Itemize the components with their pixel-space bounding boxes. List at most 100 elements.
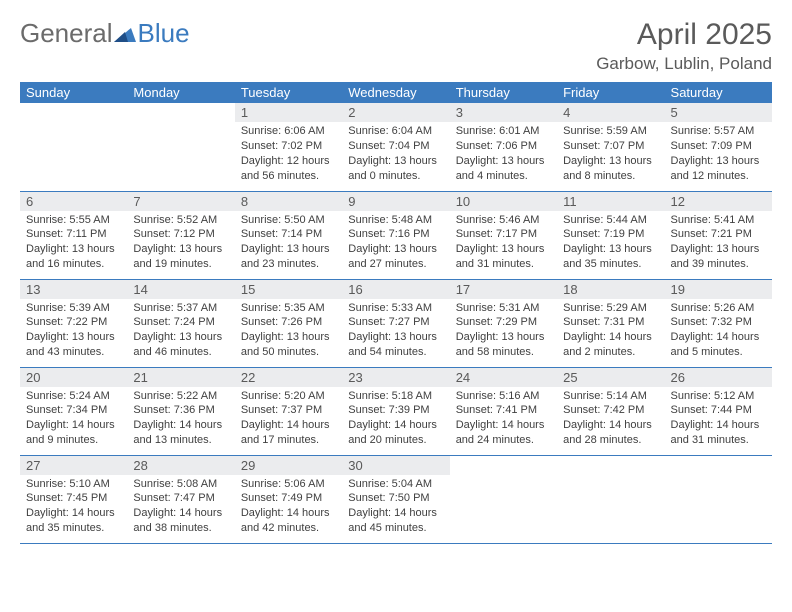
day-sunset: Sunset: 7:22 PM	[26, 315, 121, 330]
day-sunset: Sunset: 7:37 PM	[241, 403, 336, 418]
day-sunset: Sunset: 7:11 PM	[26, 227, 121, 242]
calendar-week-row: 20Sunrise: 5:24 AMSunset: 7:34 PMDayligh…	[20, 367, 772, 455]
day-sunset: Sunset: 7:45 PM	[26, 491, 121, 506]
day-details: Sunrise: 5:52 AMSunset: 7:12 PMDaylight:…	[127, 211, 234, 276]
day-daylight: Daylight: 13 hours and 46 minutes.	[133, 330, 228, 360]
day-daylight: Daylight: 14 hours and 42 minutes.	[241, 506, 336, 536]
day-details: Sunrise: 5:57 AMSunset: 7:09 PMDaylight:…	[665, 122, 772, 187]
day-details: Sunrise: 5:48 AMSunset: 7:16 PMDaylight:…	[342, 211, 449, 276]
calendar-day-cell: 24Sunrise: 5:16 AMSunset: 7:41 PMDayligh…	[450, 367, 557, 455]
day-sunrise: Sunrise: 6:06 AM	[241, 124, 336, 139]
day-sunrise: Sunrise: 5:31 AM	[456, 301, 551, 316]
day-sunset: Sunset: 7:50 PM	[348, 491, 443, 506]
day-sunset: Sunset: 7:44 PM	[671, 403, 766, 418]
day-details: Sunrise: 5:24 AMSunset: 7:34 PMDaylight:…	[20, 387, 127, 452]
day-details: Sunrise: 6:04 AMSunset: 7:04 PMDaylight:…	[342, 122, 449, 187]
calendar-day-cell: 27Sunrise: 5:10 AMSunset: 7:45 PMDayligh…	[20, 455, 127, 543]
day-details: Sunrise: 5:26 AMSunset: 7:32 PMDaylight:…	[665, 299, 772, 364]
calendar-day-cell: 15Sunrise: 5:35 AMSunset: 7:26 PMDayligh…	[235, 279, 342, 367]
day-sunset: Sunset: 7:26 PM	[241, 315, 336, 330]
day-number: 4	[557, 103, 664, 122]
day-sunset: Sunset: 7:31 PM	[563, 315, 658, 330]
day-details: Sunrise: 5:46 AMSunset: 7:17 PMDaylight:…	[450, 211, 557, 276]
calendar-day-cell	[20, 103, 127, 191]
weekday-header: Saturday	[665, 82, 772, 103]
day-details: Sunrise: 5:20 AMSunset: 7:37 PMDaylight:…	[235, 387, 342, 452]
calendar-day-cell	[665, 455, 772, 543]
day-sunset: Sunset: 7:24 PM	[133, 315, 228, 330]
day-sunrise: Sunrise: 5:14 AM	[563, 389, 658, 404]
day-sunrise: Sunrise: 5:44 AM	[563, 213, 658, 228]
day-details: Sunrise: 5:50 AMSunset: 7:14 PMDaylight:…	[235, 211, 342, 276]
day-sunset: Sunset: 7:06 PM	[456, 139, 551, 154]
calendar-day-cell: 23Sunrise: 5:18 AMSunset: 7:39 PMDayligh…	[342, 367, 449, 455]
day-sunrise: Sunrise: 5:41 AM	[671, 213, 766, 228]
day-sunrise: Sunrise: 5:48 AM	[348, 213, 443, 228]
day-daylight: Daylight: 13 hours and 4 minutes.	[456, 154, 551, 184]
day-number: 22	[235, 368, 342, 387]
day-sunset: Sunset: 7:04 PM	[348, 139, 443, 154]
day-sunrise: Sunrise: 5:18 AM	[348, 389, 443, 404]
day-number: 2	[342, 103, 449, 122]
day-sunset: Sunset: 7:02 PM	[241, 139, 336, 154]
day-number: 28	[127, 456, 234, 475]
day-sunrise: Sunrise: 5:04 AM	[348, 477, 443, 492]
day-sunset: Sunset: 7:32 PM	[671, 315, 766, 330]
calendar-week-row: 27Sunrise: 5:10 AMSunset: 7:45 PMDayligh…	[20, 455, 772, 543]
calendar-day-cell: 4Sunrise: 5:59 AMSunset: 7:07 PMDaylight…	[557, 103, 664, 191]
calendar-day-cell: 2Sunrise: 6:04 AMSunset: 7:04 PMDaylight…	[342, 103, 449, 191]
calendar-page: General Blue April 2025 Garbow, Lublin, …	[0, 0, 792, 554]
day-daylight: Daylight: 13 hours and 8 minutes.	[563, 154, 658, 184]
calendar-day-cell: 6Sunrise: 5:55 AMSunset: 7:11 PMDaylight…	[20, 191, 127, 279]
calendar-week-row: 13Sunrise: 5:39 AMSunset: 7:22 PMDayligh…	[20, 279, 772, 367]
day-details: Sunrise: 5:12 AMSunset: 7:44 PMDaylight:…	[665, 387, 772, 452]
weekday-header: Sunday	[20, 82, 127, 103]
calendar-day-cell	[127, 103, 234, 191]
day-sunrise: Sunrise: 5:50 AM	[241, 213, 336, 228]
day-daylight: Daylight: 14 hours and 45 minutes.	[348, 506, 443, 536]
day-details: Sunrise: 5:33 AMSunset: 7:27 PMDaylight:…	[342, 299, 449, 364]
calendar-week-row: 1Sunrise: 6:06 AMSunset: 7:02 PMDaylight…	[20, 103, 772, 191]
day-sunset: Sunset: 7:42 PM	[563, 403, 658, 418]
day-daylight: Daylight: 13 hours and 35 minutes.	[563, 242, 658, 272]
day-number: 29	[235, 456, 342, 475]
calendar-day-cell: 5Sunrise: 5:57 AMSunset: 7:09 PMDaylight…	[665, 103, 772, 191]
page-header: General Blue April 2025 Garbow, Lublin, …	[20, 18, 772, 74]
day-sunrise: Sunrise: 5:26 AM	[671, 301, 766, 316]
day-sunset: Sunset: 7:14 PM	[241, 227, 336, 242]
day-sunrise: Sunrise: 5:20 AM	[241, 389, 336, 404]
calendar-day-cell: 9Sunrise: 5:48 AMSunset: 7:16 PMDaylight…	[342, 191, 449, 279]
calendar-day-cell: 30Sunrise: 5:04 AMSunset: 7:50 PMDayligh…	[342, 455, 449, 543]
day-daylight: Daylight: 13 hours and 16 minutes.	[26, 242, 121, 272]
day-sunrise: Sunrise: 5:39 AM	[26, 301, 121, 316]
day-details: Sunrise: 5:35 AMSunset: 7:26 PMDaylight:…	[235, 299, 342, 364]
calendar-week-row: 6Sunrise: 5:55 AMSunset: 7:11 PMDaylight…	[20, 191, 772, 279]
calendar-day-cell: 16Sunrise: 5:33 AMSunset: 7:27 PMDayligh…	[342, 279, 449, 367]
day-sunrise: Sunrise: 5:37 AM	[133, 301, 228, 316]
day-sunrise: Sunrise: 5:06 AM	[241, 477, 336, 492]
day-sunrise: Sunrise: 6:01 AM	[456, 124, 551, 139]
day-sunset: Sunset: 7:39 PM	[348, 403, 443, 418]
day-sunset: Sunset: 7:41 PM	[456, 403, 551, 418]
day-daylight: Daylight: 13 hours and 39 minutes.	[671, 242, 766, 272]
day-number: 24	[450, 368, 557, 387]
day-sunrise: Sunrise: 5:55 AM	[26, 213, 121, 228]
calendar-table: SundayMondayTuesdayWednesdayThursdayFrid…	[20, 82, 772, 544]
day-sunset: Sunset: 7:29 PM	[456, 315, 551, 330]
day-details: Sunrise: 5:16 AMSunset: 7:41 PMDaylight:…	[450, 387, 557, 452]
day-number: 5	[665, 103, 772, 122]
day-daylight: Daylight: 14 hours and 13 minutes.	[133, 418, 228, 448]
day-daylight: Daylight: 14 hours and 35 minutes.	[26, 506, 121, 536]
calendar-header-row: SundayMondayTuesdayWednesdayThursdayFrid…	[20, 82, 772, 103]
day-sunset: Sunset: 7:21 PM	[671, 227, 766, 242]
day-sunset: Sunset: 7:07 PM	[563, 139, 658, 154]
calendar-day-cell: 26Sunrise: 5:12 AMSunset: 7:44 PMDayligh…	[665, 367, 772, 455]
day-details: Sunrise: 5:14 AMSunset: 7:42 PMDaylight:…	[557, 387, 664, 452]
day-number: 18	[557, 280, 664, 299]
day-details: Sunrise: 5:18 AMSunset: 7:39 PMDaylight:…	[342, 387, 449, 452]
day-number: 23	[342, 368, 449, 387]
day-daylight: Daylight: 14 hours and 38 minutes.	[133, 506, 228, 536]
calendar-day-cell	[557, 455, 664, 543]
day-number: 15	[235, 280, 342, 299]
day-details: Sunrise: 5:22 AMSunset: 7:36 PMDaylight:…	[127, 387, 234, 452]
